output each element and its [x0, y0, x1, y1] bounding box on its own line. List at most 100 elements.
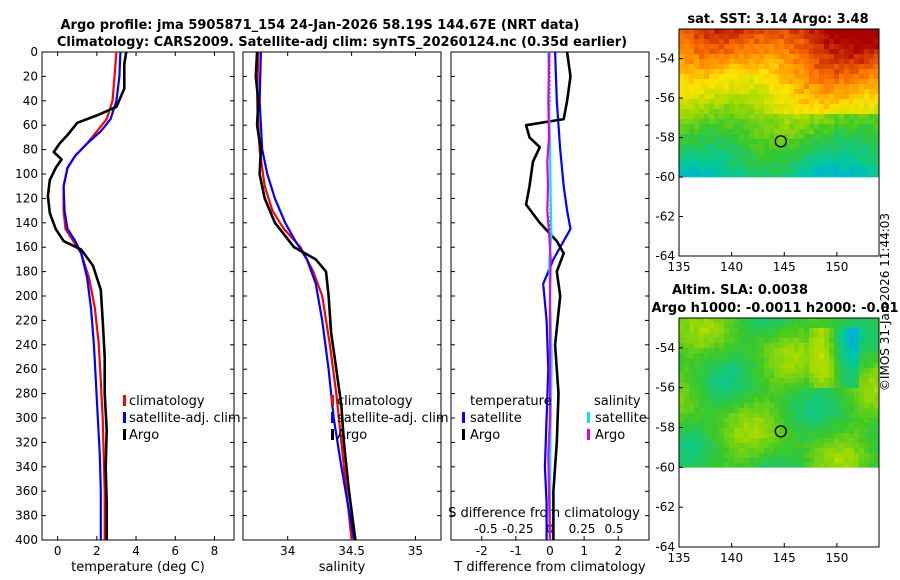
map-cell	[804, 418, 810, 424]
map-cell	[734, 64, 740, 70]
map-cell	[874, 408, 880, 414]
map-cell	[839, 338, 845, 344]
map-cell	[694, 413, 700, 419]
map-cell	[779, 463, 785, 468]
map-cell	[739, 69, 745, 75]
map-cell	[854, 438, 860, 444]
y-tick-label: 220	[15, 313, 38, 327]
map-cell	[789, 154, 795, 160]
map-cell	[809, 378, 815, 384]
map-cell	[849, 343, 855, 349]
map-cell	[714, 154, 720, 160]
map-cell	[694, 338, 700, 344]
map-cell	[769, 333, 775, 339]
map-cell	[864, 318, 870, 324]
map-cell	[859, 89, 865, 95]
map-cell	[769, 408, 775, 414]
map-cell	[869, 393, 875, 399]
map-cell	[844, 368, 850, 374]
map-cell	[844, 89, 850, 95]
map-cell	[869, 358, 875, 364]
map-cell	[869, 333, 875, 339]
map-cell	[764, 29, 770, 35]
map-cell	[809, 318, 815, 324]
map-cell	[824, 378, 830, 384]
map-cell	[819, 99, 825, 105]
map-cell	[859, 54, 865, 60]
map-cell	[734, 333, 740, 339]
map-cell	[704, 169, 710, 175]
map-cell	[679, 129, 685, 135]
map-cell	[779, 378, 785, 384]
map-cell	[834, 104, 840, 110]
map-cell	[804, 383, 810, 389]
legend-swatch	[123, 395, 126, 406]
map-cell	[749, 463, 755, 468]
map-cell	[754, 433, 760, 439]
map-cell	[709, 438, 715, 444]
map-cell	[759, 438, 765, 444]
map-cell	[844, 363, 850, 369]
map-cell	[829, 69, 835, 75]
map-cell	[709, 453, 715, 459]
map-cell	[799, 104, 805, 110]
map-cell	[859, 363, 865, 369]
map-cell	[744, 413, 750, 419]
map-cell	[724, 343, 730, 349]
map-cell	[774, 383, 780, 389]
map-cell	[689, 383, 695, 389]
map-cell	[869, 363, 875, 369]
map-cell	[794, 89, 800, 95]
map-cell	[784, 144, 790, 150]
map-cell	[769, 144, 775, 150]
map-cell	[799, 408, 805, 414]
map-cell	[849, 34, 855, 40]
map-cell	[774, 44, 780, 50]
map-cell	[769, 463, 775, 468]
map-cell	[779, 119, 785, 125]
map-cell	[754, 49, 760, 55]
map-cell	[719, 428, 725, 434]
map-cell	[684, 463, 690, 468]
map-cell	[859, 418, 865, 424]
map-cell	[824, 64, 830, 70]
map-cell	[814, 318, 820, 324]
map-cell	[869, 174, 875, 178]
map-cell	[734, 343, 740, 349]
map-cell	[794, 413, 800, 419]
map-cell	[764, 84, 770, 90]
map-cell	[874, 69, 880, 75]
map-cell	[724, 388, 730, 394]
map-cell	[794, 333, 800, 339]
map-cell	[844, 383, 850, 389]
map-cell	[809, 79, 815, 85]
map-cell	[749, 114, 755, 120]
map-cell	[829, 328, 835, 334]
map-cell	[844, 114, 850, 120]
map-cell	[799, 39, 805, 45]
map-cell	[859, 373, 865, 379]
map-cell	[699, 159, 705, 165]
map-cell	[684, 164, 690, 170]
map-cell	[839, 79, 845, 85]
map-cell	[789, 378, 795, 384]
map-cell	[774, 393, 780, 399]
map-cell	[869, 79, 875, 85]
map-cell	[859, 79, 865, 85]
map-cell	[809, 34, 815, 40]
map-cell	[744, 174, 750, 178]
map-cell	[694, 393, 700, 399]
map-cell	[849, 463, 855, 468]
map-cell	[724, 323, 730, 329]
map-cell	[784, 94, 790, 100]
map-cell	[734, 338, 740, 344]
map-cell	[749, 333, 755, 339]
map-cell	[834, 154, 840, 160]
y-tick-label: 380	[15, 509, 38, 523]
map-cell	[864, 383, 870, 389]
map-cell	[864, 84, 870, 90]
map-cell	[689, 463, 695, 468]
map-cell	[859, 64, 865, 70]
map-cell	[799, 433, 805, 439]
map-cell	[689, 393, 695, 399]
